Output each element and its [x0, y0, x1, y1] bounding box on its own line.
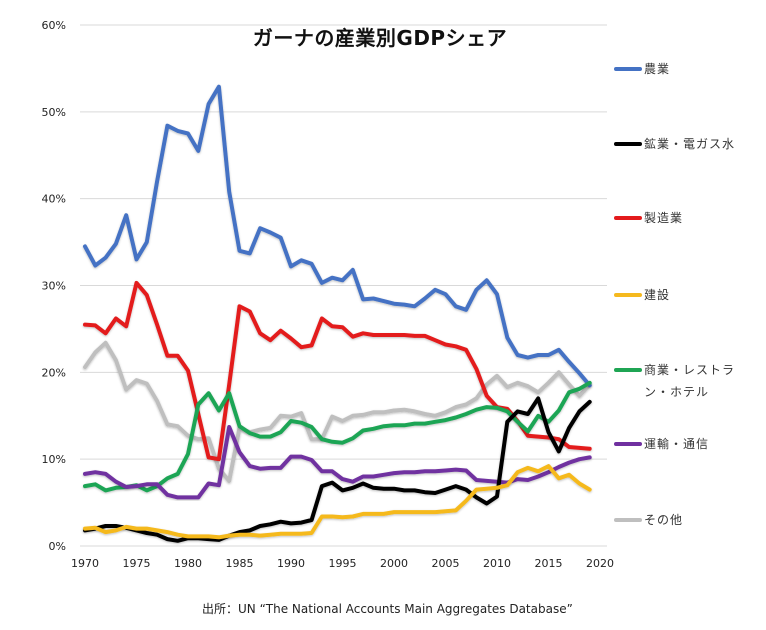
- legend-item-manufacturing: 製造業: [614, 207, 754, 229]
- series-line-4: [83, 380, 592, 493]
- legend-swatch: [614, 442, 642, 446]
- legend-swatch: [614, 518, 642, 522]
- legend-label: 建設: [644, 288, 671, 302]
- series-line-6: [83, 340, 592, 483]
- x-tick-label: 2010: [483, 557, 511, 570]
- legend-swatch: [614, 368, 642, 372]
- series-line-0: [83, 84, 592, 388]
- series-lines: [83, 84, 592, 543]
- x-tick-label: 1975: [123, 557, 151, 570]
- x-tick-label: 1985: [226, 557, 254, 570]
- legend-item-transport: 運輸・通信: [614, 433, 754, 455]
- legend-item-mining-utilities: 鉱業・電ガス水: [614, 133, 754, 155]
- legend-item-trade: 商業・レストラン・ホテル: [614, 359, 744, 403]
- y-tick-label: 0%: [49, 540, 66, 553]
- x-tick-label: 1995: [329, 557, 357, 570]
- gridlines: [80, 24, 607, 547]
- legend-item-agriculture: 農業: [614, 58, 754, 80]
- series-line-1: [83, 396, 592, 543]
- legend-label: 商業・レストラン・ホテル: [644, 363, 736, 399]
- x-tick-label: 1990: [277, 557, 305, 570]
- x-tick-label: 1970: [71, 557, 99, 570]
- x-tick-label: 2020: [586, 557, 614, 570]
- legend-label: 鉱業・電ガス水: [644, 137, 736, 151]
- y-tick-label: 10%: [42, 453, 66, 466]
- x-tick-label: 2015: [535, 557, 563, 570]
- x-tick-label: 2005: [432, 557, 460, 570]
- series-line-3: [83, 464, 592, 540]
- series-line-2: [83, 280, 592, 462]
- legend-swatch: [614, 293, 642, 297]
- x-tick-label: 1980: [174, 557, 202, 570]
- legend-label: その他: [644, 513, 684, 527]
- legend-label: 農業: [644, 62, 671, 76]
- legend-swatch: [614, 67, 642, 71]
- legend-swatch: [614, 216, 642, 220]
- legend-label: 製造業: [644, 211, 684, 225]
- x-tick-label: 2000: [380, 557, 408, 570]
- source-note: 出所：UN “The National Accounts Main Aggreg…: [202, 602, 573, 616]
- x-axis-ticks: 1970 1975 1980 1985 1990 1995 2000 2005 2010 2015…: [71, 557, 614, 570]
- y-tick-label: 40%: [42, 193, 66, 206]
- chart-title: ガーナの産業別GDPシェア: [252, 26, 508, 50]
- legend-label: 運輸・通信: [644, 437, 710, 451]
- y-tick-label: 60%: [42, 19, 66, 32]
- y-tick-label: 20%: [42, 366, 66, 379]
- legend-swatch: [614, 142, 642, 146]
- series-line-5: [83, 425, 592, 500]
- legend-item-construction: 建設: [614, 284, 754, 306]
- y-tick-label: 30%: [42, 280, 66, 293]
- y-axis-ticks: 0% 10% 20% 30% 40% 50% 60%: [42, 19, 66, 553]
- legend-item-other: その他: [614, 509, 754, 531]
- y-tick-label: 50%: [42, 106, 66, 119]
